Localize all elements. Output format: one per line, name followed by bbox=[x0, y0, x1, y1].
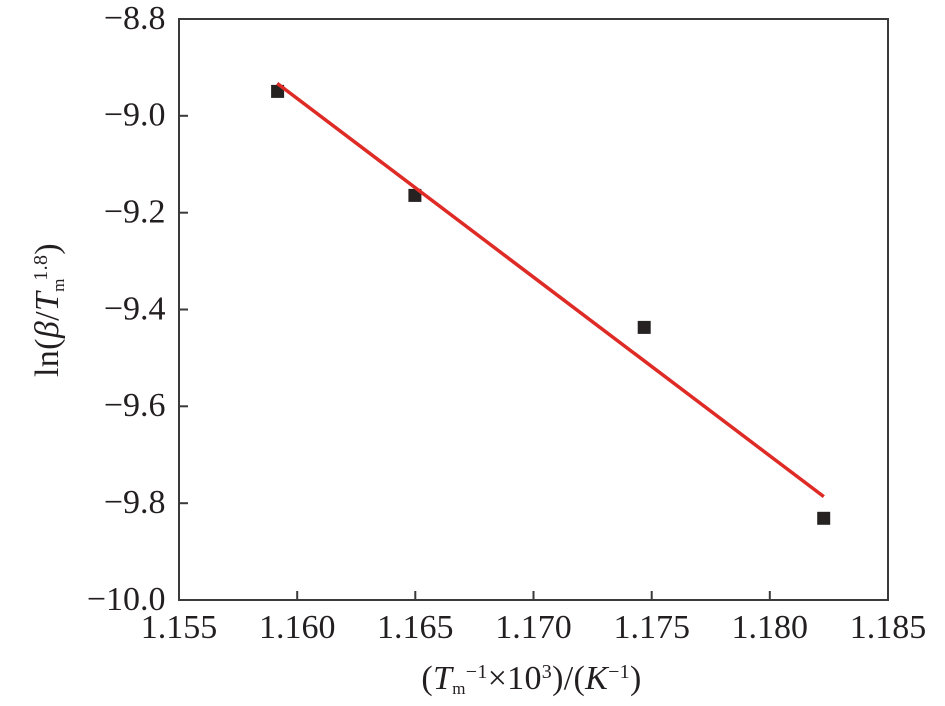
svg-text:1.155: 1.155 bbox=[141, 609, 218, 646]
svg-text:1.180: 1.180 bbox=[732, 609, 809, 646]
svg-text:−9.0: −9.0 bbox=[104, 97, 166, 134]
svg-text:−10.0: −10.0 bbox=[87, 581, 166, 618]
svg-text:1.170: 1.170 bbox=[495, 609, 572, 646]
svg-text:−9.6: −9.6 bbox=[104, 387, 166, 424]
svg-text:ln(β/Tm1.8): ln(β/Tm1.8) bbox=[29, 243, 68, 377]
svg-text:1.175: 1.175 bbox=[613, 609, 690, 646]
svg-text:−9.8: −9.8 bbox=[104, 484, 166, 521]
svg-text:(Tm−1×103)/(K−1): (Tm−1×103)/(K−1) bbox=[421, 660, 641, 698]
svg-text:−8.8: −8.8 bbox=[104, 0, 166, 37]
svg-text:−9.4: −9.4 bbox=[104, 290, 166, 327]
svg-text:1.165: 1.165 bbox=[377, 609, 454, 646]
svg-text:−9.2: −9.2 bbox=[104, 194, 166, 231]
svg-text:1.185: 1.185 bbox=[850, 609, 927, 646]
svg-text:1.160: 1.160 bbox=[259, 609, 336, 646]
